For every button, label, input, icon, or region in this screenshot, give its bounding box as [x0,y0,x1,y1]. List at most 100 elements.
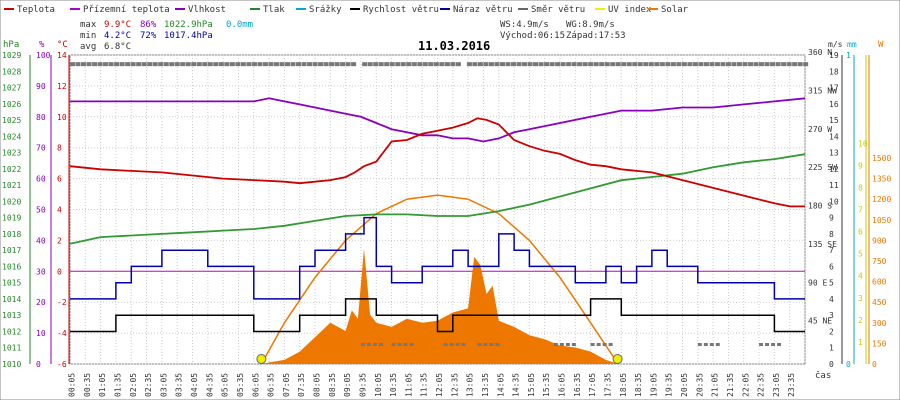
x-tick: 10:05 [374,373,383,397]
wind-dir-mark [97,62,103,67]
wind-dir-mark [511,62,516,67]
wind-dir-mark [566,62,572,67]
percent-tick: 30 [36,267,46,276]
wind-dir-mark [488,62,494,67]
wind-dir-mark [527,62,533,67]
wind-dir-mark [141,62,147,67]
watt-tick: 1500 [872,154,891,163]
stat-min-hum: 72% [140,31,157,41]
wind-dir-mark [86,62,92,67]
direction-tick: 180 S [808,202,832,211]
wind-dir-mark [273,62,279,67]
legend-label: Náraz větru [453,5,513,15]
wind-dir-mark [378,343,383,346]
wind-dir-mark [596,343,601,346]
wind-dir-mark [75,62,81,67]
wind-dir-mark [737,62,743,67]
wind-dir-mark [207,62,213,67]
wind-dir-mark [218,62,224,67]
solar-area [259,248,619,364]
ms-tick: 15 [829,116,839,125]
x-tick: 06:05 [251,373,260,397]
wind-dir-mark [240,62,246,67]
celsius-tick: 8 [57,144,62,153]
watt-tick: 750 [872,257,887,266]
wind-dir-mark [495,343,500,346]
x-tick: 09:35 [359,373,368,397]
wind-dir-mark [213,62,219,67]
wind-dir-mark [114,62,120,67]
wind-dir-mark [643,62,649,67]
hpa-tick: 1029 [2,51,21,60]
x-tick: 05:05 [221,373,230,397]
x-tick: 12:35 [450,373,459,397]
wind-dir-mark [406,62,412,67]
x-tick: 20:35 [695,373,704,397]
wind-dir-mark [307,62,313,67]
wind-dir-mark [397,343,402,346]
hpa-tick: 1023 [2,149,21,158]
celsius-tick: 14 [57,51,67,60]
wind-dir-mark [714,62,720,67]
legend-label: Tlak [263,5,285,15]
wind-dir-mark [400,62,406,67]
wind-dir-mark [665,62,671,67]
wind-dir-mark [403,343,408,346]
wind-dir-mark [770,62,776,67]
wind-dir-mark [409,343,414,346]
wind-dir-mark [765,343,770,346]
percent-tick: 20 [36,298,46,307]
ms-tick: 5 [829,279,834,288]
wind-dir-mark [505,62,511,67]
wind-dir-mark [477,62,483,67]
wind-dir-mark [571,62,577,67]
wind-dir-mark [340,62,346,67]
ms-tick: 19 [829,51,839,60]
axis-unit-percent: % [39,40,45,50]
celsius-tick: 10 [57,113,67,122]
wind-dir-mark [698,62,704,67]
wind-dir-mark [257,62,263,67]
watt-tick: 900 [872,236,887,245]
wind-gust-max: WG:8.9m/s [566,20,615,30]
wind-dir-mark [582,62,588,67]
x-tick: 10:35 [389,373,398,397]
wind-dir-mark [268,62,274,67]
uv-tick: 7 [858,206,863,215]
direction-tick: 270 W [808,125,832,134]
hpa-tick: 1020 [2,197,21,206]
info-block: max 9.9°C 86% 1022.9hPa 0.0mm min 4.2°C … [3,20,884,381]
wind-dir-mark [180,62,186,67]
celsius-tick: 2 [57,236,62,245]
wind-dir-mark [395,62,401,67]
sun-marker [612,354,623,364]
x-tick: 17:05 [588,373,597,397]
x-tick: 13:35 [481,373,490,397]
x-tick: 00:35 [83,373,92,397]
hpa-tick: 1015 [2,279,21,288]
wind-dir-mark [797,62,803,67]
ms-tick: 14 [829,132,839,141]
watt-tick: 600 [872,278,887,287]
wind-dir-mark [777,343,782,346]
percent-tick: 80 [36,113,46,122]
ms-tick: 3 [829,311,834,320]
wind-dir-mark [654,62,660,67]
series-line-teplota [69,117,805,208]
wind-dir-mark [555,62,561,67]
legend-label: Rychlost větru [363,5,439,15]
x-tick: 22:05 [741,373,750,397]
wind-dir-mark [803,62,809,67]
hpa-tick: 1019 [2,214,21,223]
wind-dir-mark [345,62,351,67]
wind-dir-mark [599,62,605,67]
uv-tick: 6 [858,228,863,237]
wind-dir-mark [626,62,632,67]
wind-dir-mark [163,62,169,67]
x-tick: 07:05 [282,373,291,397]
x-tick: 20:05 [680,373,689,397]
x-tick: 21:05 [711,373,720,397]
x-tick: 14:35 [512,373,521,397]
wind-dir-mark [169,62,175,67]
series-line-tlak [69,153,806,245]
